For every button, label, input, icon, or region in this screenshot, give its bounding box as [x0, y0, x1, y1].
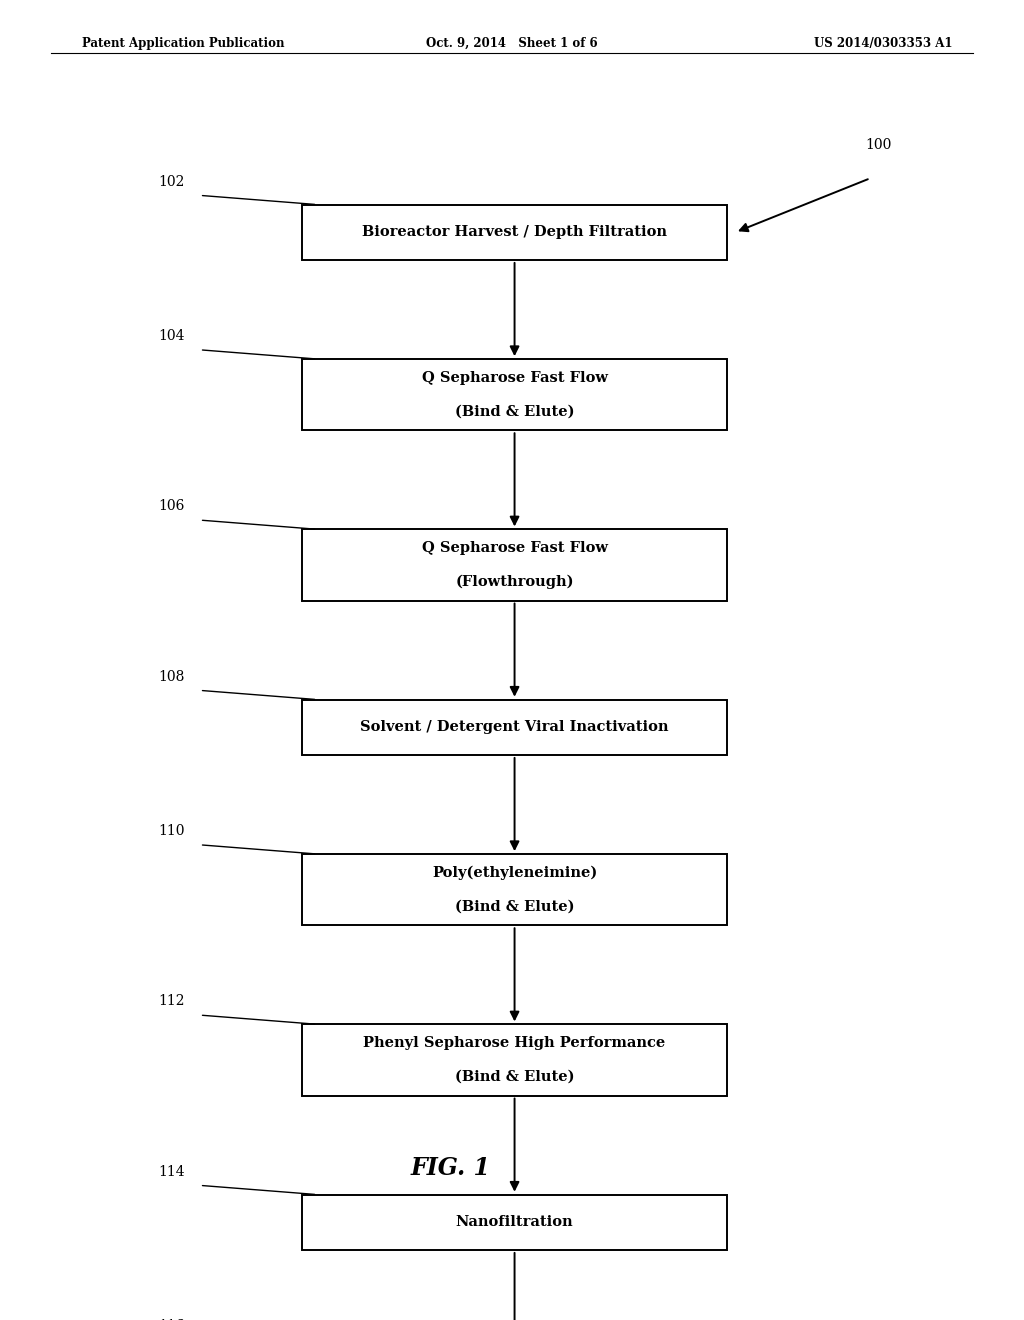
Bar	[302, 700, 727, 755]
Text: (Bind & Elute): (Bind & Elute)	[455, 900, 574, 913]
Text: 110: 110	[159, 824, 185, 838]
Text: Nanofiltration: Nanofiltration	[456, 1216, 573, 1229]
Text: Poly(ethyleneimine): Poly(ethyleneimine)	[432, 866, 597, 879]
Text: (Bind & Elute): (Bind & Elute)	[455, 405, 574, 418]
Bar	[302, 359, 727, 430]
Text: 100: 100	[865, 139, 892, 152]
Text: Patent Application Publication: Patent Application Publication	[82, 37, 285, 50]
Bar	[302, 529, 727, 601]
Text: 104: 104	[159, 329, 185, 343]
Text: 112: 112	[159, 994, 185, 1008]
Text: 114: 114	[159, 1164, 185, 1179]
Text: Q Sepharose Fast Flow: Q Sepharose Fast Flow	[422, 371, 607, 384]
Text: 108: 108	[159, 669, 185, 684]
Bar	[302, 854, 727, 925]
Text: (Bind & Elute): (Bind & Elute)	[455, 1071, 574, 1084]
Text: Solvent / Detergent Viral Inactivation: Solvent / Detergent Viral Inactivation	[360, 721, 669, 734]
Text: Q Sepharose Fast Flow: Q Sepharose Fast Flow	[422, 541, 607, 554]
Text: 106: 106	[159, 499, 185, 513]
Text: (Flowthrough): (Flowthrough)	[456, 576, 573, 589]
Bar	[302, 1024, 727, 1096]
Text: 102: 102	[159, 174, 185, 189]
Text: Phenyl Sepharose High Performance: Phenyl Sepharose High Performance	[364, 1036, 666, 1049]
Text: US 2014/0303353 A1: US 2014/0303353 A1	[814, 37, 952, 50]
Bar	[302, 205, 727, 260]
Text: Oct. 9, 2014   Sheet 1 of 6: Oct. 9, 2014 Sheet 1 of 6	[426, 37, 598, 50]
Text: Bioreactor Harvest / Depth Filtration: Bioreactor Harvest / Depth Filtration	[362, 226, 667, 239]
Text: FIG. 1: FIG. 1	[411, 1156, 490, 1180]
Bar	[302, 1195, 727, 1250]
